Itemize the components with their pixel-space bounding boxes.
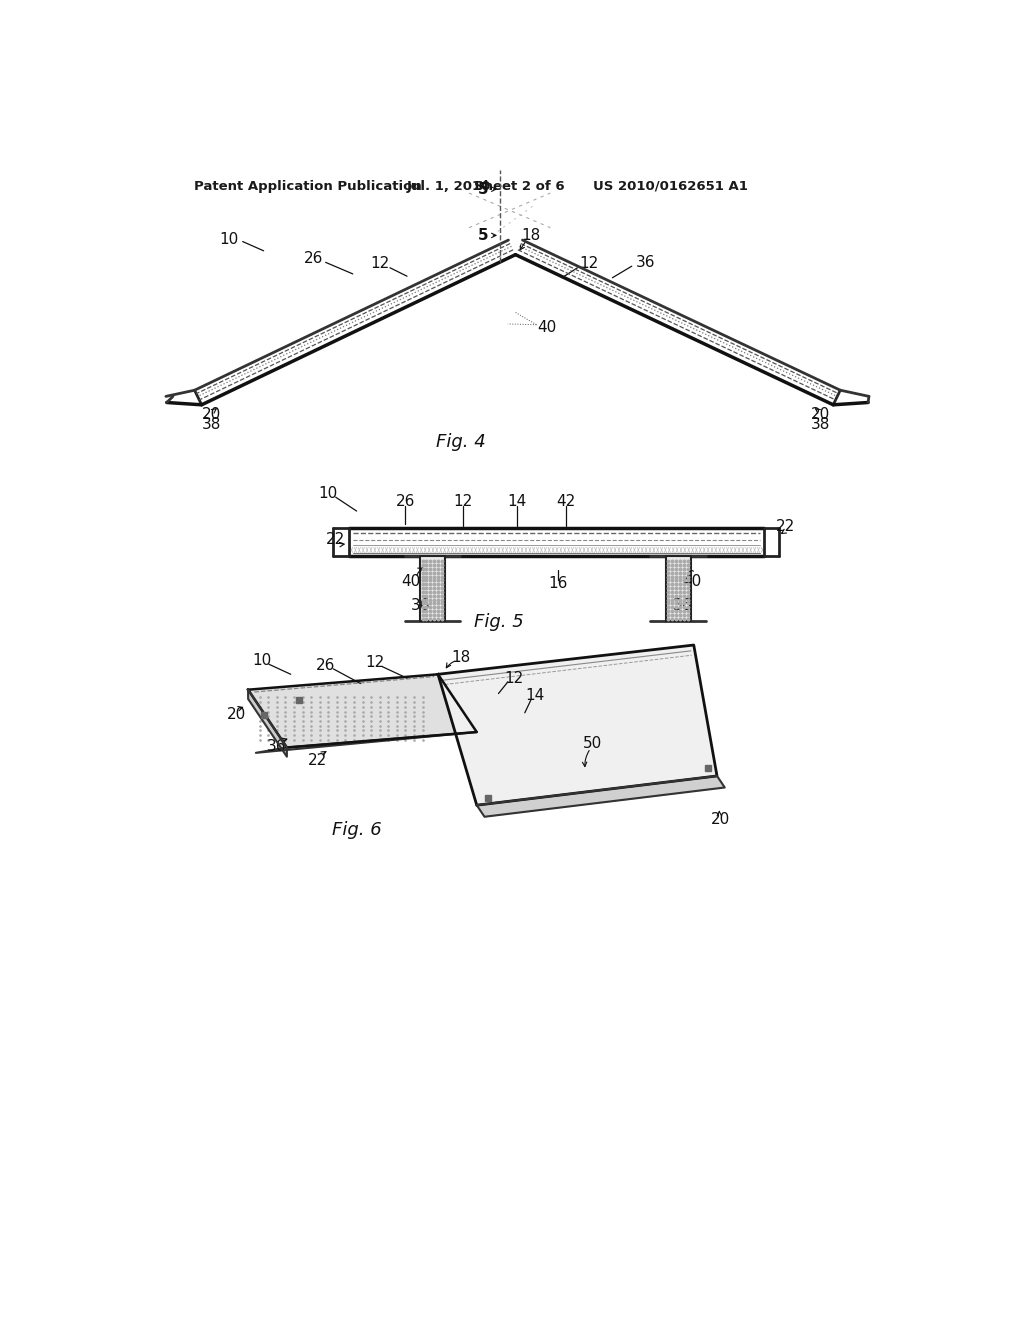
Text: 40: 40 [401, 574, 421, 590]
Text: 42: 42 [556, 494, 575, 508]
Text: 18: 18 [452, 649, 471, 665]
Text: 40: 40 [537, 321, 556, 335]
Text: 10: 10 [318, 486, 338, 500]
Text: 20: 20 [810, 407, 829, 421]
Text: Fig. 5: Fig. 5 [473, 612, 523, 631]
Text: 12: 12 [371, 256, 389, 272]
Text: 26: 26 [304, 251, 324, 267]
Text: 12: 12 [454, 494, 472, 508]
Text: 26: 26 [395, 494, 415, 508]
FancyBboxPatch shape [666, 556, 690, 622]
Text: 5: 5 [477, 182, 488, 197]
Text: Jul. 1, 2010: Jul. 1, 2010 [407, 180, 492, 193]
Polygon shape [248, 675, 477, 747]
Text: 36: 36 [673, 598, 692, 612]
Text: Patent Application Publication: Patent Application Publication [194, 180, 422, 193]
Text: Sheet 2 of 6: Sheet 2 of 6 [474, 180, 565, 193]
Text: 18: 18 [521, 228, 541, 243]
Text: Fig. 4: Fig. 4 [436, 433, 486, 450]
Text: 12: 12 [365, 655, 384, 671]
Text: 26: 26 [316, 657, 335, 673]
Text: 36: 36 [636, 255, 655, 269]
Text: 14: 14 [508, 494, 526, 508]
Text: 12: 12 [505, 671, 523, 685]
Text: 20: 20 [712, 812, 730, 826]
Text: 5: 5 [477, 228, 488, 243]
FancyBboxPatch shape [420, 556, 445, 622]
Text: 36: 36 [412, 598, 431, 612]
Text: Fig. 6: Fig. 6 [332, 821, 382, 838]
Text: 12: 12 [580, 256, 599, 272]
Text: 20: 20 [227, 706, 246, 722]
Text: 14: 14 [525, 688, 545, 704]
Text: US 2010/0162651 A1: US 2010/0162651 A1 [593, 180, 748, 193]
Text: 50: 50 [584, 737, 603, 751]
Text: 16: 16 [549, 576, 568, 591]
Polygon shape [256, 733, 477, 752]
Text: 40: 40 [683, 574, 701, 590]
Text: 36: 36 [267, 739, 287, 754]
Text: 38: 38 [202, 417, 221, 432]
Text: 22: 22 [308, 752, 328, 768]
Polygon shape [248, 689, 287, 756]
Text: 38: 38 [810, 417, 829, 432]
Text: 22: 22 [775, 519, 795, 535]
Text: 10: 10 [219, 232, 239, 247]
Text: 22: 22 [326, 532, 345, 546]
Text: 10: 10 [253, 653, 271, 668]
Polygon shape [477, 776, 725, 817]
Polygon shape [438, 645, 717, 805]
Text: 20: 20 [202, 407, 221, 421]
